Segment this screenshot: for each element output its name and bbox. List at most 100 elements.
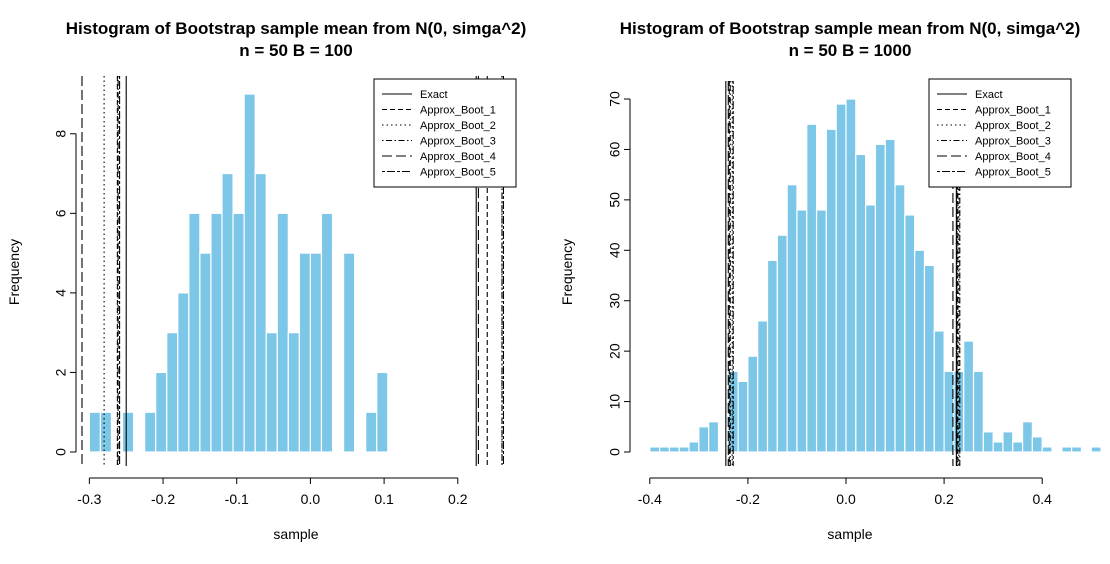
histogram-bar [874,143,886,453]
legend-label: Approx_Boot_2 [420,120,496,132]
histogram-bar [972,370,984,453]
histogram-bar [265,332,278,453]
histogram-bar [1071,446,1083,453]
legend-label: Approx_Boot_1 [975,105,1051,117]
y-tick-label: 60 [607,141,623,157]
histogram-bar [815,209,827,453]
histogram-bar [365,411,378,453]
legend-label: Approx_Boot_4 [420,151,496,163]
histogram-bar [835,103,847,453]
histogram-bar [688,441,700,453]
histogram-bar [933,330,945,453]
chart-subtitle: n = 50 B = 100 [239,41,352,60]
y-tick-label: 2 [53,368,69,376]
legend: Exact Approx_Boot_1 Approx_Boot_2 Approx_Bo… [928,78,1072,188]
legend-label: Approx_Boot_4 [975,151,1051,163]
histogram-bar [914,249,926,453]
histogram-bar [309,252,323,453]
histogram-bar [825,128,837,453]
y-axis-label: Frequency [6,239,22,305]
histogram-bar [243,93,256,453]
histogram-bar [737,380,749,453]
histogram-bar [99,411,113,453]
histogram-bar [1012,441,1024,453]
histogram-bar [982,431,994,453]
histogram-bar [199,252,212,453]
legend-label: Approx_Boot_2 [975,120,1051,132]
y-axis: 0 2 4 6 8 [53,130,77,456]
histogram-bar [708,421,720,453]
x-tick-label: 0.0 [836,491,856,507]
x-tick-label: -0.3 [77,491,101,507]
histogram-bar [166,332,179,453]
x-tick-label: -0.4 [638,491,662,507]
legend-label: Exact [975,89,1003,101]
chart-subtitle: n = 50 B = 1000 [789,41,912,60]
x-tick-label: 0.4 [1032,491,1052,507]
y-tick-label: 0 [53,448,69,456]
histogram-bar [894,184,906,453]
histogram-bar [221,172,234,453]
histogram-bar [177,292,190,453]
histogram-bar [298,252,312,453]
y-tick-label: 70 [607,91,623,107]
y-tick-label: 30 [607,293,623,309]
histogram-bar [188,212,201,453]
histogram-bar [806,123,818,453]
x-axis: -0.4 -0.2 0.0 0.2 0.4 [638,477,1052,507]
x-axis: -0.3 -0.2 -0.1 0.0 0.1 0.2 [77,477,468,507]
histogram-bar [796,209,808,453]
histogram-bar [649,446,661,453]
y-axis-label: Frequency [559,239,575,305]
y-tick-label: 8 [53,130,69,138]
histogram-bar [276,212,289,453]
histogram-bar [210,212,223,453]
y-tick-label: 4 [53,289,69,297]
histogram-bar [884,138,896,453]
histogram-panel-right: Histogram of Bootstrap sample mean from … [559,19,1102,542]
histogram-bar [342,252,356,453]
x-tick-label: 0.0 [301,491,321,507]
legend: Exact Approx_Boot_1 Approx_Boot_2 Approx_Bo… [373,78,517,188]
histogram-bar [287,332,300,453]
histogram-bar [678,446,690,453]
histogram-bar [1031,436,1043,453]
histogram-bar [1002,431,1014,453]
bars-group [88,93,389,453]
histogram-bar [144,411,157,453]
histogram-bar [766,259,778,453]
histogram-bar [786,184,798,453]
histogram-bar [855,153,867,453]
histogram-bar [904,214,916,453]
histogram-bar [776,234,788,453]
x-tick-label: 0.1 [374,491,394,507]
x-tick-label: -0.2 [736,491,760,507]
histogram-bar [1061,446,1073,453]
x-tick-label: -0.1 [225,491,249,507]
x-tick-label: -0.2 [151,491,175,507]
histogram-bar [963,340,975,453]
histogram-bar [1021,421,1033,453]
legend-label: Approx_Boot_3 [975,136,1051,148]
y-tick-label: 0 [607,448,623,456]
histogram-bar [668,446,680,453]
histogram-bar [376,371,389,453]
histogram-bar [747,355,759,453]
y-axis: 0 10 20 30 40 50 60 70 [607,91,631,456]
bars-group [649,98,1102,453]
legend-label: Approx_Boot_1 [420,105,496,117]
legend-box [928,78,1072,188]
chart-title: Histogram of Bootstrap sample mean from … [66,19,527,38]
y-tick-label: 20 [607,343,623,359]
legend-label: Approx_Boot_5 [975,167,1051,179]
legend-box [373,78,517,188]
legend-label: Approx_Boot_3 [420,136,496,148]
histogram-bar [88,411,102,453]
histogram-bar [698,426,710,453]
histogram-bar [923,264,935,453]
histogram-bar [1090,446,1102,453]
histogram-bar [992,441,1004,453]
histogram-bar [155,371,168,453]
x-axis-label: sample [827,526,872,542]
chart-title: Histogram of Bootstrap sample mean from … [620,19,1081,38]
